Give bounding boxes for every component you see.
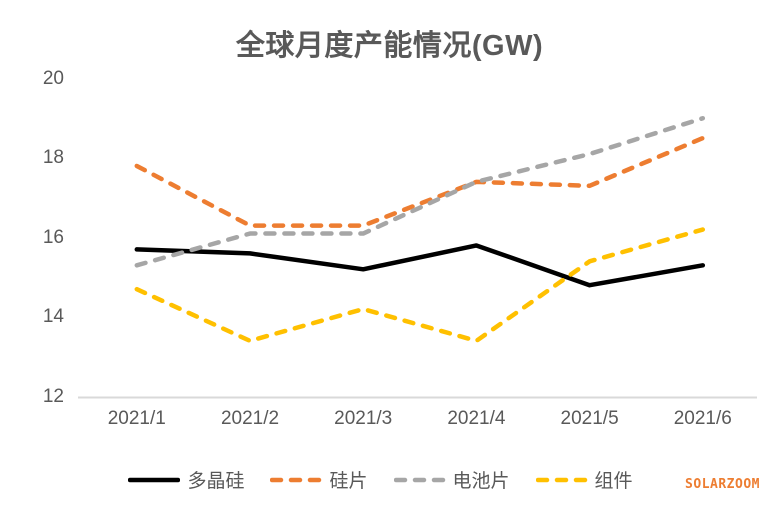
x-axis-label: 2021/3 bbox=[334, 408, 393, 429]
legend-line-swatch bbox=[393, 477, 446, 482]
legend-label: 组件 bbox=[594, 471, 633, 492]
x-axis-label: 2021/4 bbox=[447, 408, 506, 429]
series-line-多晶硅 bbox=[134, 243, 706, 288]
series-line-电池片 bbox=[134, 116, 706, 268]
y-axis-label: 12 bbox=[42, 385, 64, 407]
x-axis-label: 2021/2 bbox=[220, 408, 280, 429]
legend-label: 电池片 bbox=[452, 471, 510, 492]
legend-item-电池片: 电池片 bbox=[393, 466, 510, 493]
y-axis-label: 20 bbox=[42, 67, 64, 89]
y-axis-label: 18 bbox=[42, 147, 64, 168]
chart-legend: 多晶硅 硅片 电池片 组件 bbox=[0, 466, 770, 493]
chart-title: 全球月度产能情况(GW) bbox=[235, 30, 544, 62]
legend-item-组件: 组件 bbox=[535, 466, 633, 493]
watermark-logo: SOLARZOOM bbox=[685, 477, 760, 492]
x-axis-label: 2021/6 bbox=[673, 408, 732, 429]
series-line-组件 bbox=[134, 227, 706, 344]
legend-item-多晶硅: 多晶硅 bbox=[128, 466, 244, 493]
y-axis-label: 16 bbox=[42, 226, 64, 248]
legend-label: 多晶硅 bbox=[187, 471, 245, 492]
x-axis-label: 2021/5 bbox=[560, 408, 619, 429]
x-axis-label: 2021/1 bbox=[107, 408, 166, 429]
y-axis-label: 14 bbox=[42, 306, 64, 327]
legend-label: 硅片 bbox=[329, 471, 368, 492]
legend-line-swatch bbox=[535, 477, 588, 482]
series-line-硅片 bbox=[134, 135, 706, 228]
legend-line-swatch bbox=[128, 477, 181, 482]
legend-line-swatch bbox=[270, 477, 323, 482]
legend-item-硅片: 硅片 bbox=[270, 466, 368, 493]
